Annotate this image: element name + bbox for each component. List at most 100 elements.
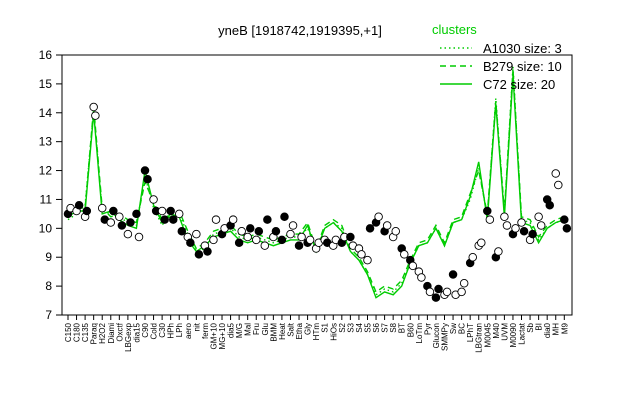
x-tick-label: C30 [158, 322, 167, 337]
data-point [554, 180, 563, 190]
x-tick-label: Fru [252, 323, 261, 335]
x-tick-label: C180 [73, 322, 82, 342]
data-point [417, 273, 426, 282]
series-line [67, 66, 565, 296]
x-tick-label: LBGtran [475, 323, 484, 353]
x-tick-label: HPh [167, 323, 176, 339]
x-tick-label: Sb [526, 322, 535, 332]
data-point [562, 224, 572, 233]
data-point [280, 212, 289, 222]
data-point [468, 252, 477, 262]
y-tick-label: 16 [39, 48, 53, 62]
data-point [140, 166, 150, 175]
x-tick-label: M0090 [509, 322, 518, 347]
data-point [234, 238, 244, 248]
x-tick-label: LBGexp [124, 322, 133, 351]
data-point [477, 238, 486, 248]
data-point [519, 226, 529, 236]
x-tick-label: Etha [295, 322, 304, 339]
x-axis: C150 C180 C135 Paraq H2O2 Diami Oxctf LBGexp dia… [64, 315, 569, 353]
x-tick-label: HiOs [329, 323, 338, 341]
x-tick-label: Sw [449, 323, 458, 334]
plot-frame [61, 54, 573, 316]
data-point [149, 195, 158, 204]
data-point [91, 111, 100, 120]
data-point [294, 241, 304, 250]
x-tick-label: C90 [141, 322, 150, 337]
data-point [425, 287, 435, 297]
x-tick-label: dia15 [132, 322, 141, 342]
x-tick-label: C135 [81, 322, 90, 342]
data-point [251, 235, 261, 245]
data-point [209, 235, 218, 245]
data-point [97, 203, 107, 213]
data-point [211, 215, 221, 224]
data-point [123, 229, 133, 239]
data-point [115, 212, 124, 222]
x-tick-label: HTm [312, 323, 321, 341]
legend-entry-label: A1030 size: 3 [483, 41, 562, 56]
data-point [192, 229, 201, 239]
legend: clusters A1030 size: 3 B279 size: 10 C72 s… [432, 22, 562, 92]
x-tick-label: MG+10 [218, 322, 227, 349]
x-tick-label: BT [398, 323, 407, 333]
data-point [431, 293, 441, 302]
data-point [545, 200, 555, 210]
data-point [536, 221, 546, 230]
data-point [134, 232, 144, 242]
x-tick-label: S7 [381, 322, 390, 332]
x-tick-label: M0045 [483, 322, 492, 347]
y-tick-label: 13 [39, 135, 53, 149]
data-point [502, 221, 512, 230]
x-tick-label: Oxctf [115, 322, 124, 341]
data-point [174, 209, 184, 219]
y-tick-label: 7 [45, 308, 52, 322]
data-point [459, 278, 469, 288]
data-point [246, 224, 255, 233]
legend-title: clusters [432, 22, 477, 37]
x-tick-label: Pyr [423, 323, 432, 335]
data-point [263, 215, 272, 224]
data-point [228, 215, 238, 224]
data-point [528, 229, 537, 239]
data-point [168, 215, 178, 224]
y-tick-label: 15 [39, 77, 53, 91]
data-point [288, 221, 298, 230]
data-point [194, 250, 204, 259]
y-tick-label: 12 [39, 164, 53, 178]
x-tick-label: B60 [406, 322, 415, 337]
data-point [517, 218, 526, 227]
data-point [448, 270, 458, 279]
x-tick-label: BC [458, 323, 467, 334]
x-tick-label: S4 [355, 322, 364, 332]
data-point [391, 226, 400, 236]
data-point [132, 209, 141, 219]
x-tick-label: M9 [560, 322, 569, 334]
x-tick-label: nit [192, 322, 201, 331]
x-tick-label: MH [552, 323, 561, 336]
data-point [534, 212, 543, 222]
x-tick-label: Lactat [518, 322, 527, 345]
data-point [260, 241, 270, 250]
data-point [237, 226, 246, 236]
x-tick-label: Diami [107, 323, 116, 344]
data-point [374, 212, 383, 222]
y-axis: 7 8 9 10 11 12 13 14 15 16 [39, 48, 62, 322]
data-point [157, 206, 167, 216]
x-tick-label: M/G [235, 323, 244, 338]
data-point [74, 200, 84, 210]
data-point [89, 102, 98, 112]
x-tick-label: S5 [363, 322, 372, 332]
data-point [143, 174, 152, 184]
data-point [271, 226, 281, 236]
data-point [126, 218, 135, 227]
x-tick-label: LoTm [415, 323, 424, 344]
data-point [408, 261, 418, 271]
data-point [177, 226, 187, 236]
data-point [286, 229, 295, 239]
data-point [494, 247, 503, 256]
legend-entry-label: C72 size: 20 [483, 77, 555, 92]
x-tick-label: dia0 [543, 322, 552, 338]
data-point [109, 206, 118, 216]
data-point [305, 235, 315, 245]
